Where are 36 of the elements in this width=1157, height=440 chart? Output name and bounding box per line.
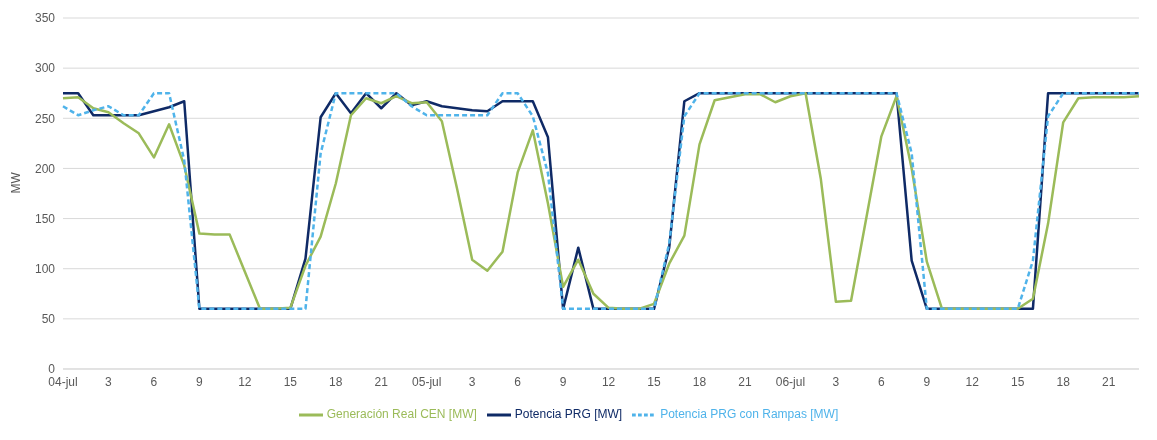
legend-label: Potencia PRG con Rampas [MW] [660, 407, 839, 422]
x-tick-label: 3 [832, 374, 840, 389]
legend-label: Potencia PRG [MW] [514, 407, 623, 422]
y-tick-label: 350 [34, 11, 56, 26]
x-tick-label: 15 [1011, 374, 1025, 389]
x-tick-label: 06-jul [775, 374, 806, 389]
legend-label: Generación Real CEN [MW] [326, 407, 477, 422]
x-tick-label: 18 [1056, 374, 1071, 389]
y-tick-label: 100 [34, 261, 56, 276]
x-tick-label: 9 [196, 374, 204, 389]
x-tick-label: 18 [692, 374, 707, 389]
x-tick-label: 21 [1102, 374, 1116, 389]
x-tick-label: 12 [238, 374, 252, 389]
y-tick-label: 150 [34, 211, 56, 226]
x-tick-label: 04-jul [48, 374, 78, 389]
y-tick-label: 50 [41, 312, 56, 327]
x-tick-label: 3 [105, 374, 113, 389]
y-tick-label: 0 [48, 362, 56, 377]
x-tick-label: 12 [601, 374, 616, 389]
x-tick-label: 9 [923, 374, 931, 389]
y-tick-label: 300 [34, 61, 56, 76]
x-tick-label: 9 [559, 374, 567, 389]
y-axis-title: MW [9, 171, 24, 194]
x-tick-label: 18 [329, 374, 343, 389]
x-tick-label: 6 [150, 374, 158, 389]
x-tick-label: 6 [878, 374, 886, 389]
x-tick-label: 15 [647, 374, 662, 389]
x-tick-label: 6 [514, 374, 522, 389]
x-tick-label: 3 [468, 374, 476, 389]
y-tick-label: 200 [34, 161, 56, 176]
x-tick-label: 15 [283, 374, 298, 389]
x-tick-label: 05-jul [412, 374, 442, 389]
y-tick-label: 250 [34, 111, 56, 126]
x-tick-label: 21 [374, 374, 389, 389]
x-tick-label: 21 [738, 374, 752, 389]
x-tick-label: 12 [965, 374, 980, 389]
